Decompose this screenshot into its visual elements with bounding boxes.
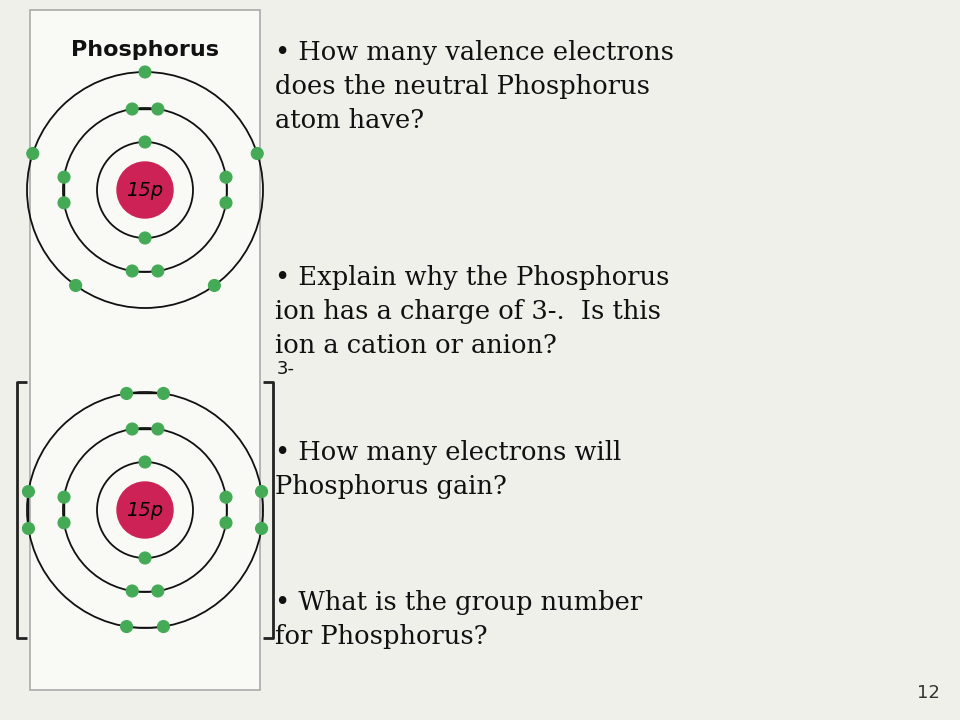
Circle shape bbox=[152, 265, 164, 277]
Circle shape bbox=[139, 456, 151, 468]
Circle shape bbox=[220, 197, 232, 209]
Circle shape bbox=[139, 552, 151, 564]
Circle shape bbox=[27, 148, 38, 160]
Circle shape bbox=[58, 517, 70, 528]
Text: • How many valence electrons
does the neutral Phosphorus
atom have?: • How many valence electrons does the ne… bbox=[275, 40, 674, 133]
FancyBboxPatch shape bbox=[30, 10, 260, 690]
Circle shape bbox=[139, 232, 151, 244]
Circle shape bbox=[126, 585, 138, 597]
Circle shape bbox=[126, 103, 138, 115]
Circle shape bbox=[157, 387, 170, 400]
Circle shape bbox=[117, 482, 173, 538]
Circle shape bbox=[58, 491, 70, 503]
Circle shape bbox=[121, 387, 132, 400]
Circle shape bbox=[157, 621, 170, 633]
Text: • What is the group number
for Phosphorus?: • What is the group number for Phosphoru… bbox=[275, 590, 642, 649]
Circle shape bbox=[117, 162, 173, 218]
Circle shape bbox=[252, 148, 263, 160]
Circle shape bbox=[139, 136, 151, 148]
Circle shape bbox=[22, 523, 35, 534]
Text: • Explain why the Phosphorus
ion has a charge of 3-.  Is this
ion a cation or an: • Explain why the Phosphorus ion has a c… bbox=[275, 265, 669, 358]
Circle shape bbox=[208, 279, 221, 292]
Circle shape bbox=[126, 265, 138, 277]
Circle shape bbox=[255, 523, 268, 534]
Circle shape bbox=[220, 517, 232, 528]
Circle shape bbox=[139, 66, 151, 78]
Text: 15p: 15p bbox=[127, 181, 163, 199]
Circle shape bbox=[255, 485, 268, 498]
Circle shape bbox=[70, 279, 82, 292]
Circle shape bbox=[121, 621, 132, 633]
Circle shape bbox=[22, 485, 35, 498]
Circle shape bbox=[152, 585, 164, 597]
Circle shape bbox=[126, 423, 138, 435]
Text: 3-: 3- bbox=[277, 360, 295, 378]
Text: 12: 12 bbox=[917, 684, 940, 702]
Circle shape bbox=[220, 491, 232, 503]
Circle shape bbox=[58, 197, 70, 209]
Circle shape bbox=[220, 171, 232, 183]
Text: 15p: 15p bbox=[127, 500, 163, 520]
Text: Phosphorus: Phosphorus bbox=[71, 40, 219, 60]
Circle shape bbox=[152, 103, 164, 115]
Text: • How many electrons will
Phosphorus gain?: • How many electrons will Phosphorus gai… bbox=[275, 440, 621, 499]
Circle shape bbox=[152, 423, 164, 435]
Circle shape bbox=[58, 171, 70, 183]
